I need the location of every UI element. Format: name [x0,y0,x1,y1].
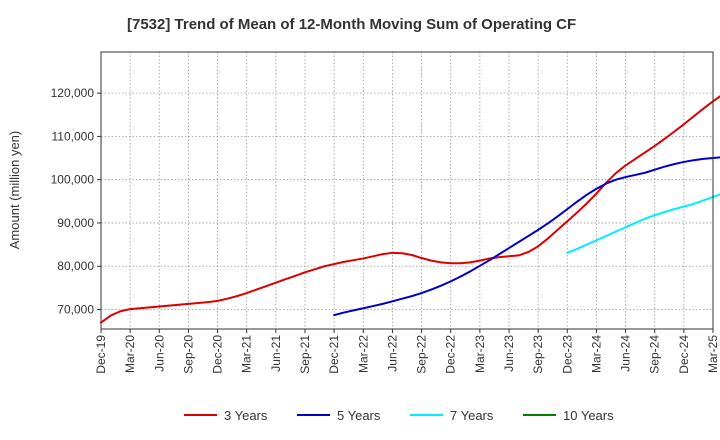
x-tick-label: Sep-24 [648,335,662,374]
x-tick-label: Mar-22 [356,335,370,373]
x-tick-label: Mar-25 [706,335,720,373]
legend-label-10-years: 10 Years [563,408,614,423]
series-lines [100,95,720,324]
x-tick-label: Mar-21 [240,335,254,373]
x-tick-label: Dec-20 [211,335,225,374]
y-axis-ticks: 70,000 80,000 90,000 100,000 110,000 120,000 [51,86,101,317]
legend-label-5-years: 5 Years [337,408,381,423]
y-tick-label: 90,000 [57,216,94,230]
x-tick-label: Sep-23 [531,335,545,374]
x-axis-ticks: Dec-19 Mar-20 Jun-20 Sep-20 Dec-20 Mar-21 Jun-… [94,329,720,374]
x-tick-label: Jun-20 [152,335,166,372]
legend-label-7-years: 7 Years [450,408,494,423]
y-tick-label: 80,000 [57,259,94,273]
x-tick-label: Dec-22 [444,335,458,374]
x-tick-label: Dec-24 [677,335,691,374]
x-tick-label: Jun-24 [619,335,633,372]
grid-lines [101,52,713,329]
x-tick-label: Sep-22 [415,335,429,374]
x-tick-label: Dec-19 [94,335,108,374]
x-tick-label: Mar-24 [589,335,603,373]
x-tick-label: Dec-23 [560,335,574,374]
y-tick-label: 110,000 [52,129,95,143]
x-tick-label: Jun-22 [385,335,399,372]
x-tick-label: Mar-23 [473,335,487,373]
x-tick-label: Dec-21 [327,335,341,374]
series-line-3-years [100,95,720,324]
y-tick-label: 100,000 [51,173,95,187]
y-axis-label: Amount (million yen) [7,131,22,250]
series-line-7-years [566,193,720,254]
legend-label-3-years: 3 Years [224,408,268,423]
series-line-5-years [333,156,720,317]
x-tick-label: Sep-21 [298,335,312,374]
chart-title: [7532] Trend of Mean of 12-Month Moving … [127,16,576,33]
x-tick-label: Mar-20 [123,335,137,373]
x-tick-label: Sep-20 [181,335,195,374]
plot-area [101,52,713,329]
y-tick-label: 120,000 [51,86,95,100]
y-tick-label: 70,000 [57,303,94,317]
x-tick-label: Jun-21 [269,335,283,372]
legend: 3 Years 5 Years 7 Years 10 Years [184,408,614,423]
plot-frame [100,51,714,330]
x-tick-label: Jun-23 [502,335,516,372]
